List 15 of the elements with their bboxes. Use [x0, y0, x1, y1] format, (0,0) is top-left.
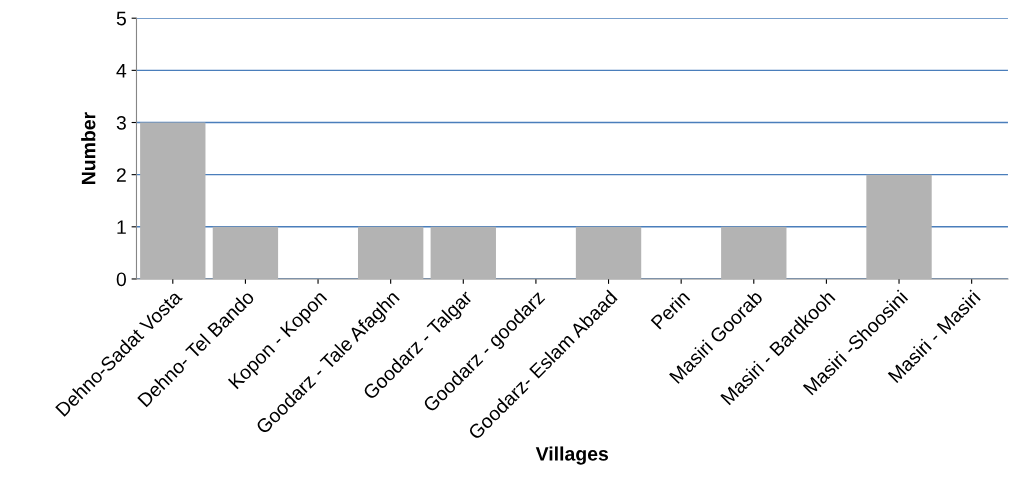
x-axis-title: Villages [535, 446, 609, 465]
y-tick-label: 1 [117, 220, 126, 234]
y-tick-label: 4 [116, 64, 127, 78]
y-tick-label: 5 [116, 11, 126, 26]
bar [212, 226, 279, 279]
y-tick-label: 2 [116, 168, 126, 182]
bar [721, 226, 787, 279]
bar [357, 226, 424, 279]
y-tick-label: 0 [116, 272, 126, 287]
y-axis-title: Number [81, 112, 96, 185]
y-tick-label: 3 [116, 115, 126, 130]
bar [866, 174, 932, 279]
bar [430, 226, 496, 279]
bar [575, 226, 642, 279]
bar [140, 122, 206, 279]
